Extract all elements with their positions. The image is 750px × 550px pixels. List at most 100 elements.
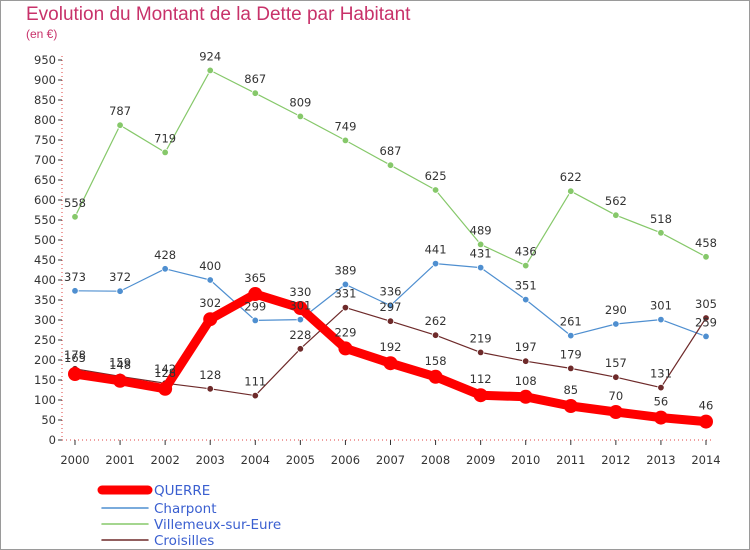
data-point (296, 112, 305, 121)
legend-label: QUERRE (154, 483, 210, 499)
data-point (206, 385, 214, 393)
data-label: 108 (515, 374, 537, 388)
data-point (473, 388, 488, 403)
x-tick-label: 2013 (646, 453, 675, 467)
data-label: 372 (109, 270, 131, 284)
data-label: 85 (563, 383, 578, 397)
y-tick-label: 100 (34, 393, 56, 407)
data-label: 400 (199, 259, 221, 273)
legend-label: Croisilles (154, 533, 214, 549)
data-label: 687 (380, 144, 402, 158)
data-point (431, 186, 440, 194)
data-label: 351 (515, 279, 537, 293)
data-label: 299 (244, 299, 266, 313)
data-label: 128 (199, 368, 221, 382)
x-tick-label: 2009 (466, 453, 495, 467)
data-point (71, 287, 79, 295)
data-point (251, 89, 259, 97)
data-point (338, 341, 353, 356)
data-label: 131 (650, 367, 672, 381)
data-point (612, 373, 620, 381)
data-label: 159 (109, 355, 131, 369)
data-label: 809 (289, 95, 311, 109)
data-label: 867 (244, 72, 266, 86)
data-label: 158 (425, 354, 447, 368)
data-label: 165 (64, 351, 86, 365)
data-label: 365 (244, 271, 266, 285)
data-point (431, 331, 440, 339)
data-point (702, 314, 710, 322)
data-point (386, 317, 395, 325)
y-tick-label: 0 (49, 433, 56, 447)
y-tick-label: 200 (34, 353, 56, 367)
y-tick-label: 750 (34, 133, 56, 147)
data-point (293, 301, 308, 315)
data-point (657, 315, 665, 324)
y-tick-label: 150 (34, 373, 56, 387)
data-label: 336 (380, 285, 402, 299)
data-label: 305 (695, 297, 717, 311)
data-point (702, 253, 710, 261)
data-label: 373 (64, 270, 86, 284)
data-point (71, 213, 79, 221)
x-tick-label: 2010 (511, 453, 540, 467)
data-point (116, 121, 124, 129)
data-point (161, 265, 169, 273)
data-point (567, 187, 575, 195)
data-labels: 165 148 128 302 365 330 229 192 158 112 108 85 70 56 4… (64, 49, 717, 412)
data-label: 431 (470, 247, 492, 261)
y-tick-label: 600 (34, 193, 56, 207)
data-point (612, 211, 620, 219)
data-point (206, 276, 214, 284)
x-tick-label: 2004 (241, 453, 270, 467)
data-point (113, 373, 128, 388)
data-label: 625 (425, 169, 447, 183)
data-point (383, 356, 398, 371)
data-point (386, 301, 395, 310)
x-tick-label: 2012 (601, 453, 630, 467)
y-tick-label: 650 (34, 173, 56, 187)
data-point (518, 389, 533, 404)
data-label: 112 (470, 372, 492, 386)
data-point (608, 405, 623, 419)
data-label: 148 (109, 358, 131, 372)
data-label: 428 (154, 248, 176, 262)
data-label: 70 (609, 389, 624, 403)
data-label: 436 (515, 245, 537, 259)
data-label: 46 (699, 399, 714, 413)
data-point (341, 280, 350, 289)
x-tick-label: 2014 (691, 453, 720, 467)
y-tick-label: 850 (34, 93, 56, 107)
data-label: 219 (470, 331, 492, 345)
x-tick-label: 2011 (556, 453, 585, 467)
y-tick-label: 550 (34, 213, 56, 227)
chart-subtitle: (en €) (26, 27, 58, 41)
data-point (563, 399, 578, 413)
x-tick-label: 2002 (151, 453, 180, 467)
data-label: 389 (334, 263, 356, 277)
y-tick-label: 450 (34, 253, 56, 267)
x-tick-label: 2005 (286, 453, 315, 467)
data-label: 290 (605, 303, 627, 317)
x-tick-label: 2008 (421, 453, 450, 467)
data-point (251, 391, 259, 400)
y-tick-label: 300 (34, 313, 56, 327)
data-label: 622 (560, 170, 582, 184)
data-label: 111 (244, 375, 266, 389)
data-point (522, 261, 530, 270)
data-label: 157 (605, 356, 627, 370)
data-label: 197 (515, 340, 537, 354)
data-label: 301 (289, 299, 311, 313)
data-label: 562 (605, 194, 627, 208)
legend-label: Villemeux-sur-Eure (154, 517, 281, 533)
data-label: 259 (695, 315, 717, 329)
data-label: 178 (64, 348, 86, 362)
data-point (522, 295, 530, 304)
data-point (657, 383, 665, 392)
y-tick-label: 700 (34, 153, 56, 167)
data-point (206, 66, 214, 75)
data-point (567, 364, 575, 373)
chart-title: Evolution du Montant de la Dette par Hab… (26, 4, 411, 25)
plot-area (68, 66, 713, 429)
